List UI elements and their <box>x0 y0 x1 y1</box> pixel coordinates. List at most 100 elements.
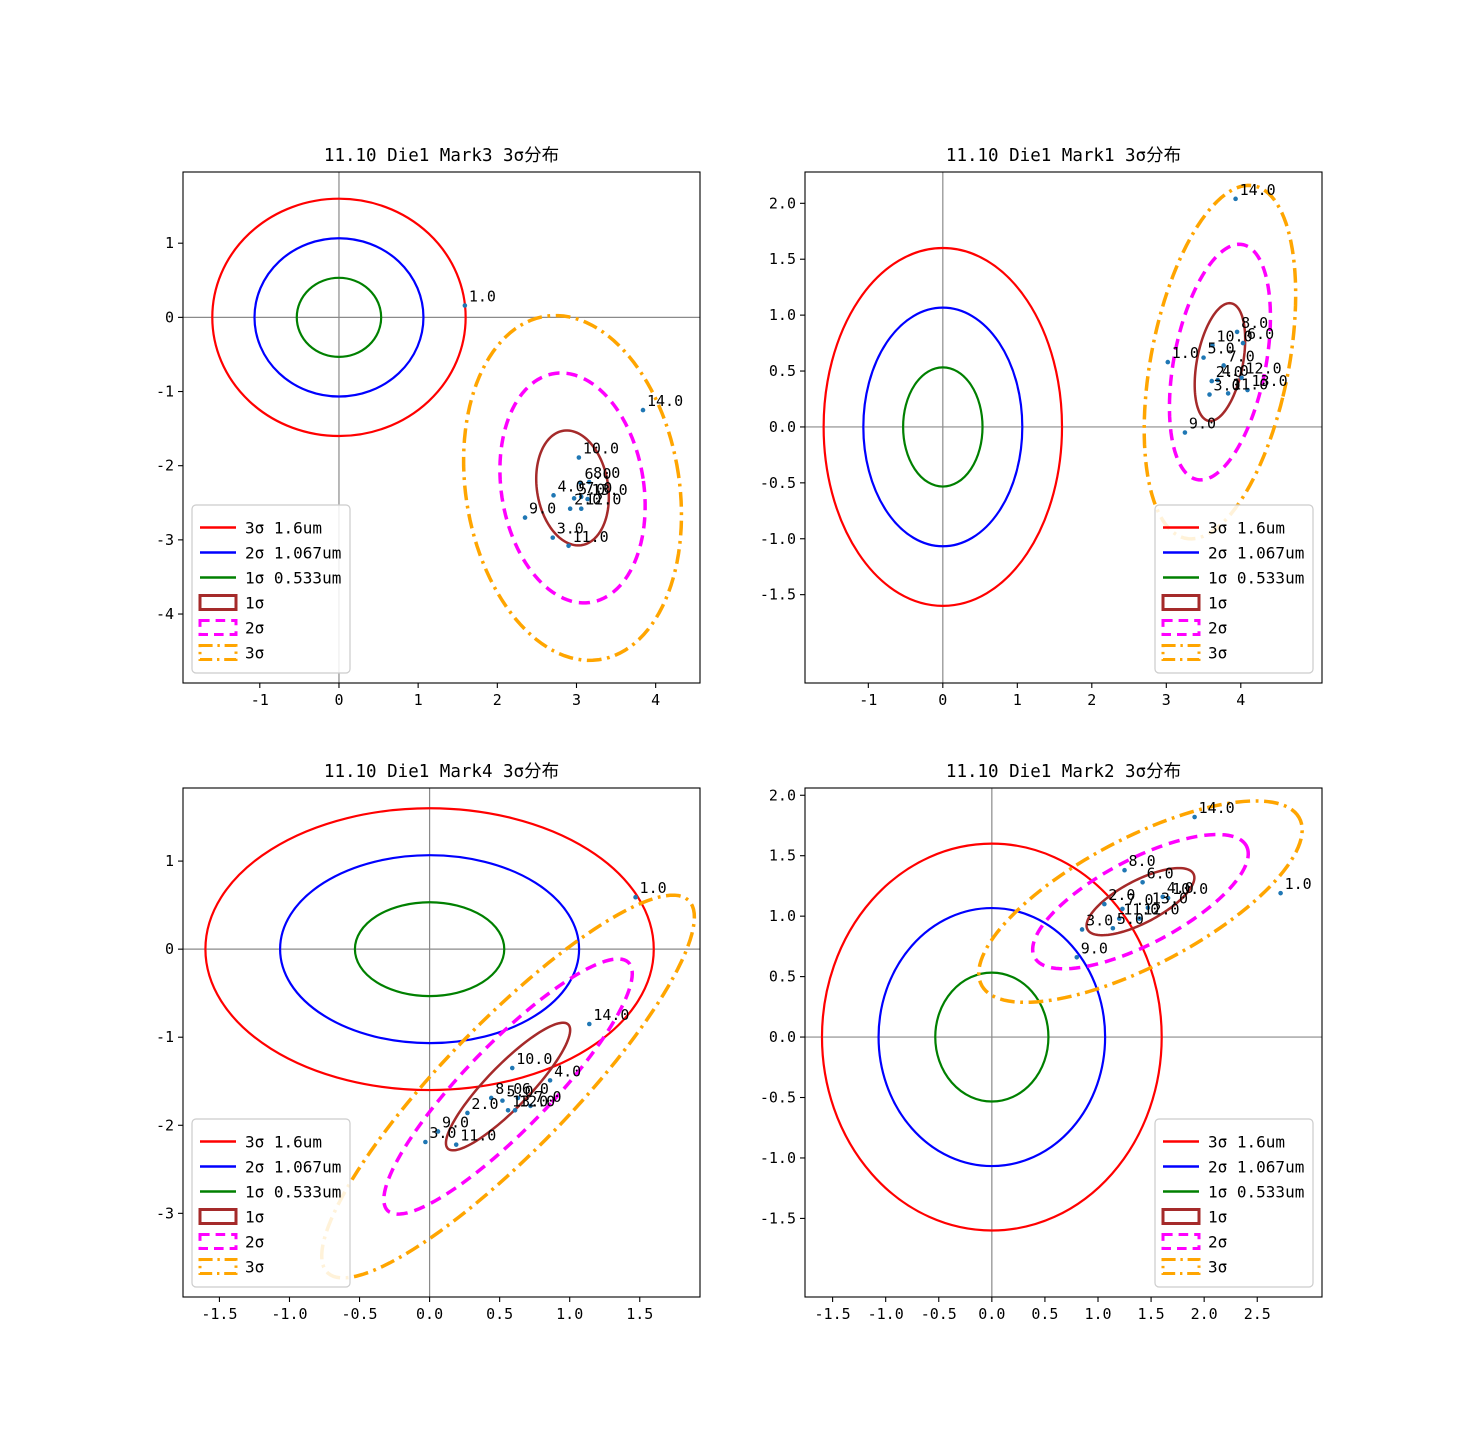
data-point <box>509 1065 515 1071</box>
legend-entry: 2σ <box>198 1233 264 1252</box>
data-point-label: 11.0 <box>1123 901 1159 919</box>
data-point-label: 5.0 <box>1208 340 1235 358</box>
data-point-label: 7.0 <box>534 1088 561 1106</box>
y-tick-label: 1.5 <box>769 847 796 865</box>
data-point <box>1192 814 1197 820</box>
data-point <box>435 1129 441 1134</box>
x-tick-label: 0 <box>938 691 947 709</box>
y-tick-label: -1 <box>156 383 174 401</box>
data-point-label: 5.0 <box>578 480 605 498</box>
legend-label: 2σ 1.067um <box>245 1158 341 1177</box>
y-tick-label: 1 <box>165 234 174 252</box>
legend-patch-sample <box>1161 619 1201 636</box>
legend-entry: 3σ 1.6um <box>200 519 322 538</box>
data-point <box>1165 895 1171 901</box>
data-point <box>1221 363 1226 368</box>
x-tick-label: 3 <box>572 691 581 709</box>
data-point <box>550 535 556 540</box>
data-point <box>453 1142 459 1147</box>
data-point-label: 10.0 <box>1172 880 1208 898</box>
data-point <box>1140 880 1145 885</box>
legend-patch-sample <box>198 1258 238 1275</box>
legend-entry: 2σ <box>1161 619 1227 638</box>
x-tick-label: 2 <box>1087 691 1096 709</box>
data-point <box>586 479 592 485</box>
legend-label: 2σ <box>1208 619 1227 638</box>
x-tick-label: 2.0 <box>1191 1305 1218 1323</box>
data-point-label: 12.0 <box>519 1092 555 1110</box>
data-point <box>633 894 638 900</box>
data-point <box>1239 375 1244 381</box>
data-point-label: 2.0 <box>1108 886 1135 904</box>
data-point <box>462 303 468 308</box>
legend-entry: 2σ 1.067um <box>1163 544 1304 563</box>
y-tick-label: 0.0 <box>769 1028 796 1046</box>
legend-entry: 3σ 1.6um <box>200 1133 322 1152</box>
x-tick-label: -0.5 <box>921 1305 957 1323</box>
data-point <box>1182 430 1188 435</box>
subplot-mark4: 1.02.03.04.05.06.07.08.09.010.011.012.01… <box>156 762 701 1323</box>
data-point <box>1102 901 1107 907</box>
y-tick-label: -2 <box>156 1116 174 1134</box>
x-tick-label: 2.5 <box>1244 1305 1271 1323</box>
y-tick-label: 0 <box>165 940 174 958</box>
legend-label: 3σ 1.6um <box>245 519 322 538</box>
data-point <box>1110 925 1116 931</box>
data-point-label: 1.0 <box>469 287 496 305</box>
x-tick-label: 1.5 <box>1138 1305 1165 1323</box>
y-tick-label: -3 <box>156 531 174 549</box>
y-tick-label: -0.5 <box>760 1089 796 1107</box>
origin-circle-2sigma <box>253 237 425 398</box>
data-point <box>1120 906 1125 912</box>
data-point <box>1165 359 1171 365</box>
x-tick-label: 1.0 <box>556 1305 583 1323</box>
data-point-label: 7.0 <box>1228 347 1255 365</box>
legend-label: 1σ 0.533um <box>1208 569 1304 588</box>
legend-patch-sample <box>1161 594 1201 611</box>
data-point-label: 9.0 <box>1189 415 1216 433</box>
legend-label: 2σ <box>245 619 264 638</box>
legend-entry: 1σ <box>1161 1208 1227 1227</box>
origin-circle-1sigma <box>353 901 506 998</box>
legend-box <box>191 1118 351 1288</box>
x-tick-label: 1 <box>414 691 423 709</box>
data-point-label: 2.0 <box>574 491 601 509</box>
data-point-label: 10.0 <box>583 440 619 458</box>
data-point-label: 4.0 <box>554 1062 581 1080</box>
legend-patch-sample <box>198 594 238 611</box>
subplot-title: 11.10 Die1 Mark2 3σ分布 <box>946 762 1181 782</box>
legend: 3σ 1.6um 2σ 1.067um 1σ 0.533um 1σ 2σ 3σ <box>191 1118 351 1288</box>
data-point-label: 11.0 <box>1232 375 1268 393</box>
x-tick-label: 4 <box>651 691 660 709</box>
y-tick-label: 1.5 <box>769 250 796 268</box>
legend-entry: 2σ 1.067um <box>200 544 341 563</box>
legend-entry: 1σ 0.533um <box>200 569 341 588</box>
data-point <box>578 480 583 486</box>
legend-entry: 2σ 1.067um <box>200 1158 341 1177</box>
x-tick-label: 0.5 <box>486 1305 513 1323</box>
x-tick-label: 1 <box>1013 691 1022 709</box>
y-tick-label: 2.0 <box>769 786 796 804</box>
legend-entry: 2σ <box>1161 1233 1227 1252</box>
legend-label: 3σ <box>1208 1258 1227 1277</box>
cluster-ellipse-1sigma <box>444 1021 572 1152</box>
y-tick-label: -3 <box>156 1204 174 1222</box>
plot-area <box>804 171 1323 684</box>
legend-entry: 3σ <box>198 644 264 663</box>
data-point-label: 1.0 <box>1285 875 1312 893</box>
legend-label: 3σ 1.6um <box>245 1133 322 1152</box>
y-tick-label: 2.0 <box>769 194 796 212</box>
legend: 3σ 1.6um 2σ 1.067um 1σ 0.533um 1σ 2σ 3σ <box>1154 504 1314 674</box>
legend-patch-sample <box>198 1208 238 1225</box>
subplot-mark3: 1.02.03.04.05.06.07.08.09.010.011.012.01… <box>156 146 701 709</box>
data-point-label: 14.0 <box>1199 799 1235 817</box>
legend-label: 1σ 0.533um <box>245 569 341 588</box>
data-point-label: 5.0 <box>1117 910 1144 928</box>
data-point-label: 11.0 <box>460 1127 496 1145</box>
data-point <box>522 515 528 520</box>
legend-patch-sample <box>1161 644 1201 661</box>
legend-entry: 3σ 1.6um <box>1163 519 1285 538</box>
legend-label: 2σ 1.067um <box>1208 1158 1304 1177</box>
x-tick-label: 4 <box>1236 691 1245 709</box>
